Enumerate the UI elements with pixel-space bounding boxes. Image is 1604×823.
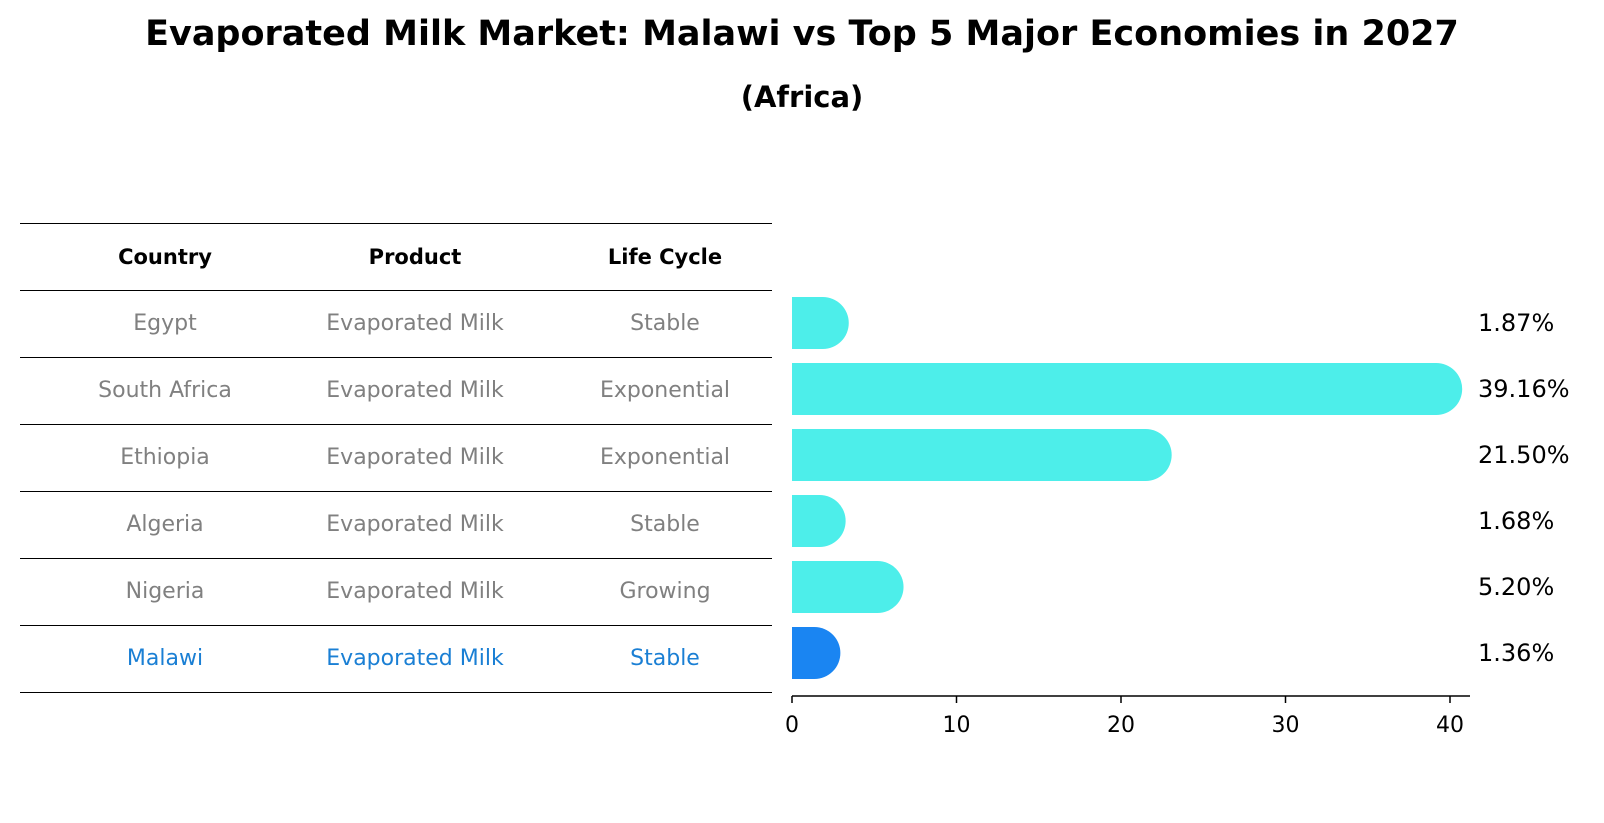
country-cell: Egypt bbox=[133, 311, 197, 336]
product-cell: Evaporated Milk bbox=[326, 512, 504, 537]
country-cell: South Africa bbox=[98, 378, 232, 403]
bar bbox=[792, 561, 904, 613]
chart-subtitle: (Africa) bbox=[740, 80, 864, 114]
bar bbox=[792, 363, 1463, 415]
data-table: Country Product Life Cycle Egypt Evapora… bbox=[20, 223, 772, 693]
x-tick-label: 0 bbox=[785, 713, 799, 738]
table-header-row: Country Product Life Cycle bbox=[20, 223, 772, 291]
table-row-highlighted: Malawi Evaporated Milk Stable bbox=[20, 626, 772, 693]
table-row: Algeria Evaporated Milk Stable bbox=[20, 492, 772, 559]
product-cell: Evaporated Milk bbox=[326, 579, 504, 604]
life-cycle-cell: Growing bbox=[619, 579, 711, 604]
bar-value-label: 39.16% bbox=[1478, 375, 1570, 403]
x-tick-label: 20 bbox=[1107, 713, 1135, 738]
bar bbox=[792, 429, 1172, 481]
life-cycle-cell: Exponential bbox=[599, 378, 731, 403]
bar bbox=[792, 495, 846, 547]
table-row: Egypt Evaporated Milk Stable bbox=[20, 291, 772, 358]
bar bbox=[792, 297, 849, 349]
bar-value-label: 1.36% bbox=[1478, 639, 1554, 667]
life-cycle-cell: Stable bbox=[630, 512, 700, 537]
bar-value-label: 1.68% bbox=[1478, 507, 1554, 535]
column-header-country: Country bbox=[118, 245, 212, 269]
x-tick-label: 30 bbox=[1272, 713, 1300, 738]
country-cell: Nigeria bbox=[125, 579, 205, 604]
table-row: Ethiopia Evaporated Milk Exponential bbox=[20, 425, 772, 492]
x-tick-label: 40 bbox=[1436, 713, 1464, 738]
country-cell: Malawi bbox=[126, 646, 204, 671]
bar-value-label: 5.20% bbox=[1478, 573, 1554, 601]
life-cycle-cell: Stable bbox=[630, 646, 700, 671]
table-row: Nigeria Evaporated Milk Growing bbox=[20, 559, 772, 626]
life-cycle-cell: Stable bbox=[630, 311, 700, 336]
product-cell: Evaporated Milk bbox=[326, 311, 504, 336]
x-tick-label: 10 bbox=[943, 713, 971, 738]
column-header-life-cycle: Life Cycle bbox=[607, 245, 723, 269]
bar-value-label: 21.50% bbox=[1478, 441, 1570, 469]
column-header-product: Product bbox=[368, 245, 462, 269]
life-cycle-cell: Exponential bbox=[599, 445, 731, 470]
country-cell: Ethiopia bbox=[120, 445, 210, 470]
bar-value-label: 1.87% bbox=[1478, 309, 1554, 337]
country-cell: Algeria bbox=[126, 512, 204, 537]
chart-title: Evaporated Milk Market: Malawi vs Top 5 … bbox=[145, 14, 1459, 54]
product-cell: Evaporated Milk bbox=[326, 445, 504, 470]
product-cell: Evaporated Milk bbox=[326, 646, 504, 671]
bar bbox=[792, 627, 841, 679]
product-cell: Evaporated Milk bbox=[326, 378, 504, 403]
table-row: South Africa Evaporated Milk Exponential bbox=[20, 358, 772, 425]
